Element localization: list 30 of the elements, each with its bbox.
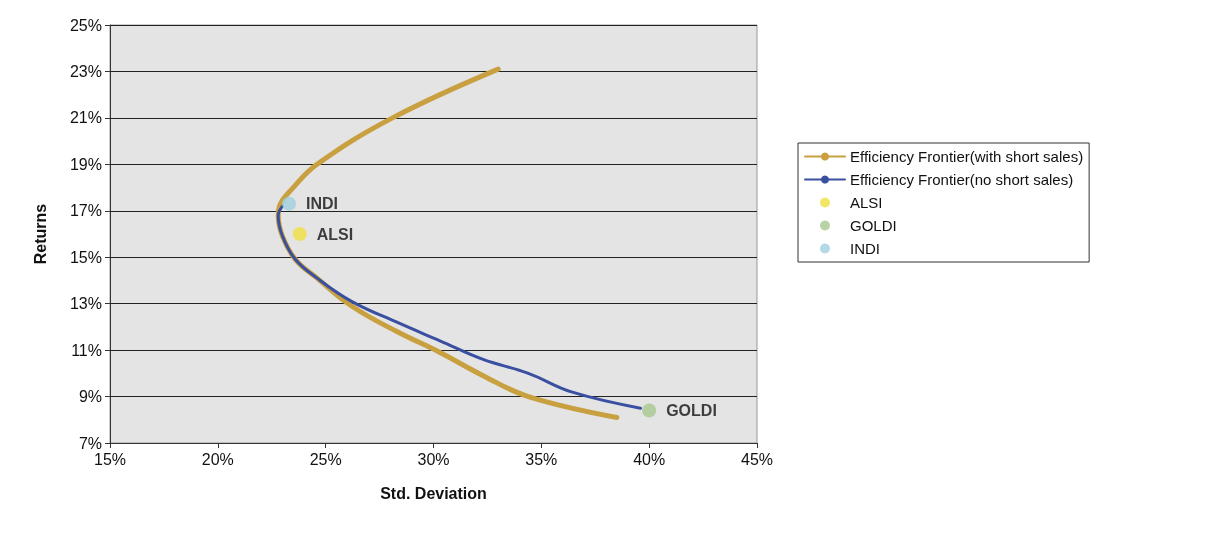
- text: ALSI: [316, 225, 354, 243]
- x-tick-label: 30%: [417, 450, 450, 468]
- x-tick-label: 15%: [93, 450, 127, 468]
- y-tick-label: 11%: [71, 341, 102, 359]
- y-tick-label: 9%: [78, 388, 102, 406]
- y-tick-label: 21%: [69, 109, 102, 127]
- point: [642, 403, 657, 418]
- legend-label: Efficiency Frontier(no short sales): [850, 171, 1074, 188]
- text: GOLDI: [666, 401, 717, 419]
- x-tick-label: 45%: [740, 450, 774, 468]
- legend-label: GOLDI: [850, 217, 897, 234]
- legend-label: INDI: [850, 240, 880, 257]
- y-axis-title: Returns: [31, 203, 49, 265]
- y-tick-label: 17%: [69, 202, 102, 220]
- y-tick-label: 23%: [69, 62, 102, 80]
- x-tick-label: 40%: [633, 450, 666, 468]
- text: INDI: [306, 195, 338, 213]
- legend-label: Efficiency Frontier(with short sales): [850, 148, 1084, 165]
- y-tick-label: 25%: [69, 16, 102, 34]
- x-tick-label: 25%: [309, 450, 342, 468]
- x-tick-label: 20%: [201, 450, 234, 468]
- y-tick-label: 7%: [78, 434, 102, 452]
- legend-label: ALSI: [850, 194, 883, 211]
- x-axis-title: Std. Deviation: [380, 484, 487, 502]
- y-tick-label: 13%: [69, 295, 102, 313]
- y-tick-label: 15%: [69, 248, 102, 266]
- point: [292, 227, 307, 241]
- point: [282, 196, 296, 211]
- y-tick-label: 19%: [69, 155, 102, 173]
- x-tick-label: 35%: [525, 450, 558, 468]
